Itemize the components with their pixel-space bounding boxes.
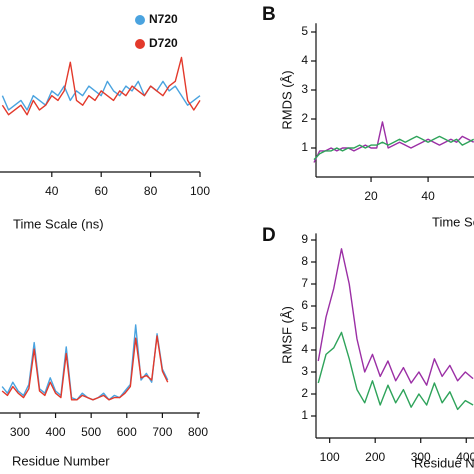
y-tick-label: 2 [301, 386, 308, 400]
legend-marker [135, 15, 145, 25]
x-axis-label: Residue N [414, 455, 474, 470]
y-tick-label: 9 [301, 232, 308, 246]
y-tick-label: 8 [301, 254, 308, 268]
data-line [1, 335, 169, 401]
y-axis-label: RMDS (Å) [279, 70, 294, 129]
y-tick-label: 5 [301, 320, 308, 334]
y-tick-label: 7 [301, 276, 308, 290]
y-tick-label: 3 [301, 364, 308, 378]
y-tick-label: 5 [301, 24, 308, 38]
x-tick-label: 100 [190, 184, 210, 198]
data-line [1, 56, 201, 116]
y-tick-label: 4 [301, 342, 308, 356]
data-line [313, 135, 474, 161]
axes [0, 412, 200, 418]
x-tick-label: 800 [188, 425, 208, 439]
panel-letter: D [262, 225, 276, 246]
axes [311, 23, 474, 182]
x-tick-label: 60 [95, 184, 109, 198]
x-tick-label: 500 [81, 425, 101, 439]
data-line [1, 324, 169, 401]
y-axis-label: RMSF (Å) [279, 306, 294, 364]
x-tick-label: 80 [144, 184, 158, 198]
x-tick-label: 200 [365, 450, 385, 464]
x-tick-label: 40 [45, 184, 59, 198]
x-tick-label: 300 [411, 450, 431, 464]
y-tick-label: 2 [301, 111, 308, 125]
x-tick-label: 300 [10, 425, 30, 439]
y-tick-label: 1 [301, 408, 308, 422]
x-tick-label: 400 [46, 425, 66, 439]
data-line [317, 248, 474, 386]
x-tick-label: 400 [456, 450, 474, 464]
x-tick-label: 600 [117, 425, 137, 439]
y-tick-label: 4 [301, 53, 308, 67]
x-tick-label: 700 [152, 425, 172, 439]
y-tick-label: 3 [301, 82, 308, 96]
x-tick-label: 20 [364, 189, 378, 203]
data-line [313, 121, 474, 163]
y-tick-label: 1 [301, 140, 308, 154]
x-tick-label: 100 [320, 450, 340, 464]
legend-label: D720 [149, 36, 178, 50]
axes [311, 233, 474, 443]
x-axis-label: Residue Number [12, 453, 110, 468]
x-tick-label: 40 [421, 189, 435, 203]
x-axis-label: Time Scale (ns) [13, 216, 104, 231]
y-tick-label: 6 [301, 298, 308, 312]
panel-letter: B [262, 4, 276, 25]
data-line [1, 80, 201, 111]
legend-marker [135, 39, 145, 49]
axes [0, 171, 201, 177]
data-line [317, 331, 474, 411]
x-axis-label: Time Sc [432, 214, 474, 229]
legend-label: N720 [149, 12, 178, 26]
